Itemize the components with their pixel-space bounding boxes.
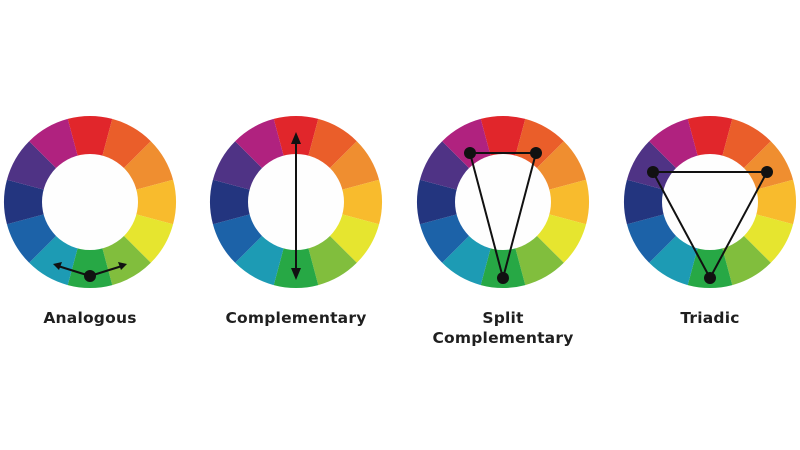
arrow-right-head [118,262,127,270]
harmony-triadic: Triadic [615,115,800,358]
color-wheel-analogous [3,115,177,289]
wheel-segment-yellow [536,214,587,263]
wheel-segment-violet [212,141,263,190]
caption-analogous: Analogous [43,309,137,327]
wheel-segment-yellow [123,214,174,263]
wheel-segments [3,115,177,289]
wheel-segment-red-violet [235,118,284,169]
wheel-segment-blue-violet [209,179,251,225]
wheel-segment-blue-green [29,235,78,286]
wheel-segment-orange [329,141,380,190]
vertex-dot-right [761,166,773,178]
vertex-dot-left [647,166,659,178]
harmony-split-complementary: Split Complementary [408,115,598,358]
wheel-segment-yellow-green [722,235,771,286]
wheel-segments [623,115,797,289]
wheel-segment-yellow-green [515,235,564,286]
vertex-dot-bottom [497,272,509,284]
caption-triadic: Triadic [680,309,740,327]
wheel-segment-blue [212,214,263,263]
wheel-segment-red-violet [29,118,78,169]
wheel-segment-red [687,115,733,157]
color-wheel-complementary [209,115,383,289]
wheel-segment-blue-violet [623,179,665,225]
wheel-segment-blue-violet [416,179,458,225]
caption-line-2: Complementary [432,329,574,347]
wheel-segment-red [480,115,526,157]
wheel-segment-yellow-green [102,235,151,286]
wheel-segment-red-orange [722,118,771,169]
equilateral-triangle [651,171,769,281]
wheel-segment-blue [419,214,470,263]
wheel-segment-blue [6,214,57,263]
caption-complementary: Complementary [225,309,367,327]
triadic-marker [647,166,773,284]
wheel-segment-yellow-green [308,235,357,286]
selected-color-dot [84,270,96,282]
wheel-segment-yellow [743,214,794,263]
wheel-segment-blue-green [649,235,698,286]
arrow-up-head [291,132,301,144]
wheel-segment-red-orange [308,118,357,169]
wheel-segment-yellow-orange [341,179,383,225]
vertex-dot-bottom [704,272,716,284]
wheel-segment-orange [743,141,794,190]
wheel-segments [209,115,383,289]
arrow-down-head [291,268,301,280]
wheel-segment-violet [419,141,470,190]
wheel-segment-red-orange [515,118,564,169]
complementary-marker [291,132,301,280]
caption-split-complementary: Split Complementary [408,308,598,348]
wheel-segment-yellow-orange [548,179,590,225]
caption-line-1: Split [482,309,524,327]
wheel-segment-green [480,247,526,289]
wheel-segment-blue [626,214,677,263]
harmony-complementary: Complementary [201,115,391,358]
wheel-center [42,154,138,250]
narrow-triangle [468,152,538,282]
wheel-segments [416,115,590,289]
wheel-segment-blue-violet [3,179,45,225]
wheel-segment-red-orange [102,118,151,169]
arrow-left-head [53,262,62,270]
wheel-center [455,154,551,250]
wheel-segment-violet [626,141,677,190]
wheel-segment-blue-green [442,235,491,286]
wheel-segment-red-violet [442,118,491,169]
wheel-segment-yellow-orange [755,179,797,225]
split-complementary-marker [464,147,542,284]
vertex-dot-left [464,147,476,159]
wheel-segment-orange [123,141,174,190]
color-wheel-triadic [623,115,797,289]
wheel-segment-red [67,115,113,157]
vertex-dot-right [530,147,542,159]
analogous-marker [53,262,127,282]
wheel-segment-yellow-orange [135,179,177,225]
harmony-analogous: Analogous [0,115,185,358]
color-wheel-split-complementary [416,115,590,289]
wheel-segment-blue-green [235,235,284,286]
wheel-segment-red-violet [649,118,698,169]
wheel-segment-orange [536,141,587,190]
wheel-center [662,154,758,250]
wheel-segment-yellow [329,214,380,263]
wheel-segment-violet [6,141,57,190]
wheel-segment-green [67,247,113,289]
